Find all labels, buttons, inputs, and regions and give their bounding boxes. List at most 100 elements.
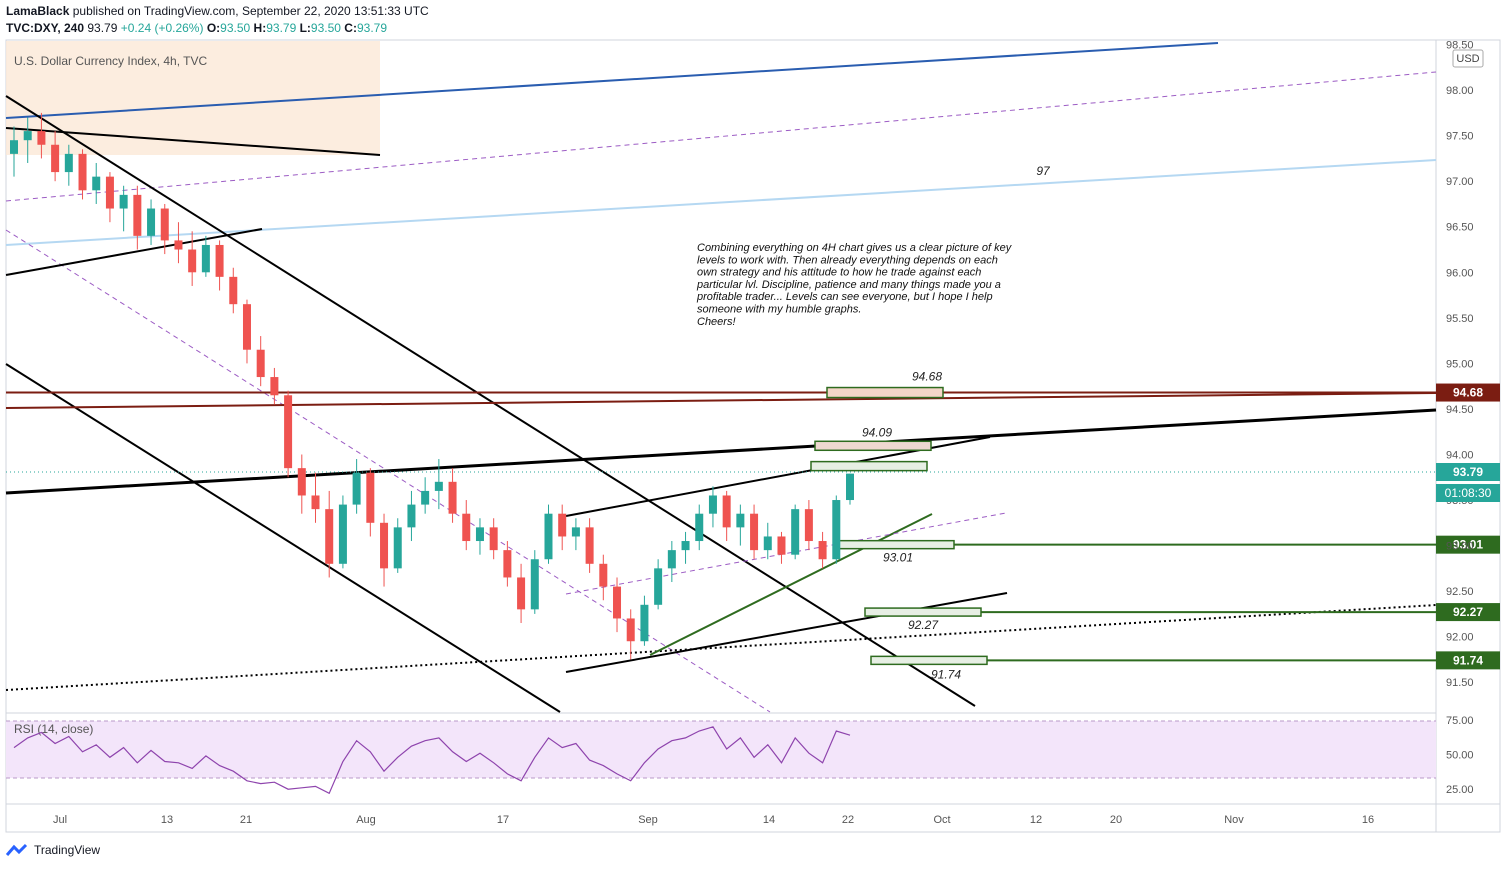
candle-body bbox=[640, 604, 649, 642]
candle-body bbox=[201, 244, 210, 273]
last-price-tag bbox=[1436, 463, 1500, 481]
price-axis-label: 98.50 bbox=[1446, 40, 1474, 52]
candle-body bbox=[23, 131, 32, 141]
time-axis-labels: Jul 13 21 Aug 17 Sep 14 22 Oct 12 20 Nov 16 bbox=[53, 814, 1374, 826]
last-price: 93.79 bbox=[87, 21, 118, 35]
candle-body bbox=[832, 500, 841, 560]
candle-body bbox=[585, 527, 594, 564]
level-label: 94.09 bbox=[862, 425, 892, 439]
channel-lower bbox=[5, 363, 561, 713]
price-axis-label: 96.00 bbox=[1446, 267, 1474, 279]
candle-body bbox=[380, 522, 389, 569]
symbol-info: TVC:DXY, 240 93.79 +0.24 (+0.26%) O:93.5… bbox=[6, 21, 387, 35]
price-axis-label: 94.00 bbox=[1446, 449, 1474, 461]
candle-body bbox=[92, 176, 101, 191]
time-axis-label: Sep bbox=[638, 814, 658, 826]
price-axis-label: 92.00 bbox=[1446, 632, 1474, 644]
note-line: Cheers! bbox=[697, 316, 736, 328]
candle-body bbox=[325, 509, 334, 564]
note-line: levels to work with. Then already everyt… bbox=[697, 254, 998, 266]
candle-body bbox=[791, 509, 800, 555]
candle-body bbox=[10, 140, 18, 154]
price-axis-labels: 98.50 98.00 97.50 97.00 96.50 96.00 95.50 95.00… bbox=[1446, 40, 1474, 690]
support-zone bbox=[870, 655, 988, 666]
price-axis-label: 98.00 bbox=[1446, 85, 1474, 97]
candle-body bbox=[613, 586, 622, 619]
note-line: Combining everything on 4H chart gives u… bbox=[697, 242, 1013, 254]
green-trendline bbox=[649, 513, 933, 656]
chart-canvas[interactable]: U.S. Dollar Currency Index, 4h, TVC 94.6… bbox=[0, 0, 1507, 838]
time-axis-label: 20 bbox=[1110, 814, 1122, 826]
price-axis-label: 94.50 bbox=[1446, 404, 1474, 416]
candle-body bbox=[174, 240, 183, 250]
level-label: 92.27 bbox=[908, 618, 939, 632]
candle-body bbox=[681, 541, 690, 551]
candle-body bbox=[804, 509, 813, 542]
candle-body bbox=[695, 513, 704, 542]
level-label: 91.74 bbox=[931, 667, 961, 681]
candle-body bbox=[284, 395, 293, 469]
light-blue-line-label: 97 bbox=[1036, 164, 1051, 178]
level-price-tag-label: 93.01 bbox=[1453, 538, 1483, 552]
candle-body bbox=[338, 504, 347, 564]
maroon-diagonal bbox=[5, 392, 1437, 409]
currency-badge-label: USD bbox=[1456, 53, 1479, 65]
candle-body bbox=[517, 577, 526, 610]
candle-body bbox=[64, 153, 73, 173]
rsi-axis-label: 75.00 bbox=[1446, 715, 1474, 727]
candle-body bbox=[462, 513, 471, 542]
rsi-axis-labels: 75.00 50.00 25.00 bbox=[1446, 715, 1474, 796]
thick-black-trendline bbox=[5, 408, 1437, 495]
candle-body bbox=[37, 131, 46, 145]
candle-body bbox=[78, 153, 87, 191]
candle-body bbox=[160, 208, 169, 241]
price-axis-label: 92.50 bbox=[1446, 586, 1474, 598]
candle-body bbox=[448, 481, 457, 514]
resistance-zone bbox=[826, 386, 944, 399]
publish-date: published on TradingView.com, September … bbox=[72, 4, 429, 18]
candle-body bbox=[846, 473, 854, 501]
trend-drawings bbox=[5, 42, 1437, 713]
currency-badge[interactable] bbox=[1452, 49, 1484, 68]
candle-body bbox=[352, 472, 361, 505]
support-zone bbox=[864, 607, 982, 617]
candle-body bbox=[558, 513, 567, 537]
level-price-tag-label: 94.68 bbox=[1453, 386, 1483, 400]
publisher-name[interactable]: LamaBlack bbox=[6, 4, 70, 18]
price-change: +0.24 (+0.26%) bbox=[120, 21, 204, 35]
close-value: 93.79 bbox=[356, 21, 387, 35]
level-label: 93.01 bbox=[883, 551, 913, 565]
candle-body bbox=[503, 550, 512, 578]
rsi-label: RSI (14, close) bbox=[14, 722, 93, 736]
rsi-band bbox=[6, 721, 1436, 778]
candle-body bbox=[750, 513, 759, 551]
open-value: 93.50 bbox=[220, 21, 251, 35]
level-zone-lower bbox=[810, 460, 928, 472]
symbol-name: TVC:DXY, 240 bbox=[6, 21, 85, 35]
candle-body bbox=[722, 495, 731, 528]
rsi-axis-label: 50.00 bbox=[1446, 750, 1474, 762]
chart-frame bbox=[5, 39, 1501, 833]
level-price-tag-label: 92.27 bbox=[1453, 605, 1483, 619]
countdown-tag bbox=[1436, 484, 1500, 502]
price-axis-label: 91.50 bbox=[1446, 677, 1474, 689]
black-line-b bbox=[5, 127, 381, 156]
footer-branding[interactable]: TradingView bbox=[6, 843, 100, 857]
note-line: someone with my humble graphs. bbox=[697, 304, 861, 316]
time-axis-label: 17 bbox=[497, 814, 509, 826]
candle-body bbox=[763, 536, 772, 551]
time-axis-label: Jul bbox=[53, 814, 67, 826]
candle-body bbox=[530, 559, 539, 610]
candle-body bbox=[311, 495, 320, 510]
time-axis-label: Nov bbox=[1224, 814, 1244, 826]
time-axis-label: 22 bbox=[842, 814, 854, 826]
candle-body bbox=[229, 276, 238, 305]
time-axis-label: Aug bbox=[356, 814, 376, 826]
candle-body bbox=[270, 377, 279, 396]
candle-body bbox=[654, 568, 663, 605]
blue-trendline bbox=[5, 42, 1219, 119]
candle-body bbox=[626, 618, 635, 642]
note-line: particular lvl. Discipline, patience and… bbox=[696, 279, 1001, 291]
candle-body bbox=[544, 513, 553, 560]
price-axis-label: 95.00 bbox=[1446, 358, 1474, 370]
